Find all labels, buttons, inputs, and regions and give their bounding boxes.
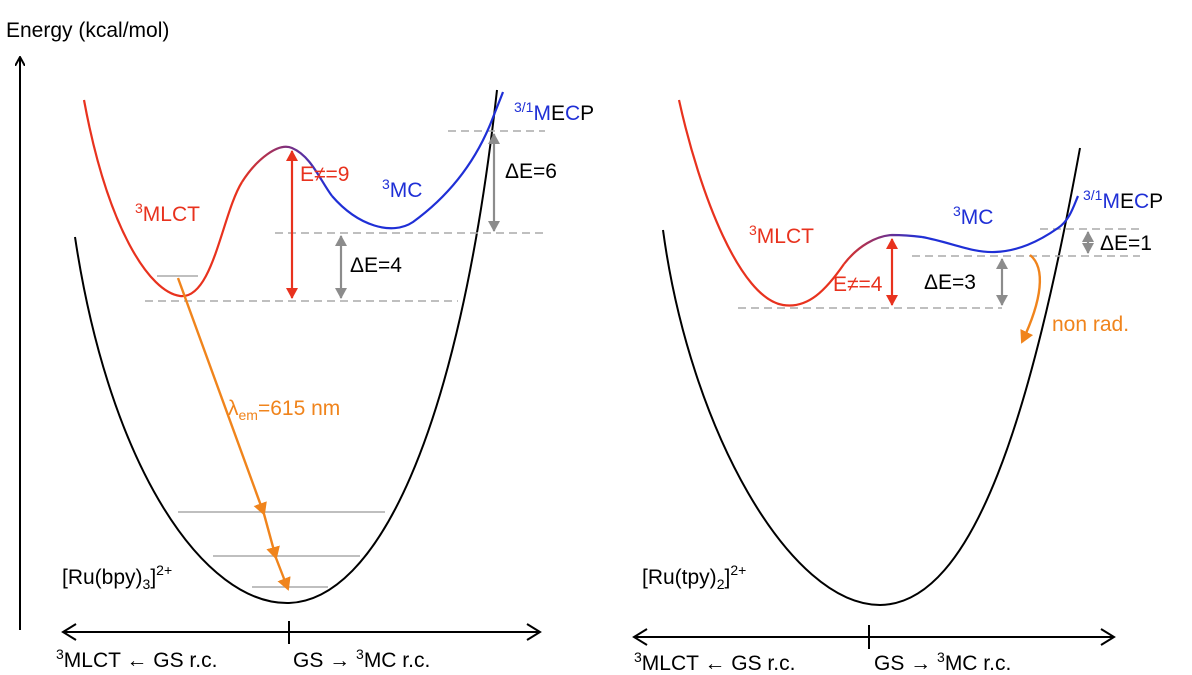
left-mecp-label: 3/1MECP xyxy=(514,99,594,125)
right-rc-left-label: 3MLCT ← GS r.c. xyxy=(634,649,795,675)
left-emission-label: λem=615 nm xyxy=(228,397,340,423)
right-ground-state-curve xyxy=(662,147,1081,607)
right-mc-label: 3MC xyxy=(953,203,993,229)
left-rc-right-label: GS → 3MC r.c. xyxy=(293,646,430,672)
left-emission-arrow-2 xyxy=(262,513,280,560)
right-rc-arrowhead-left xyxy=(632,628,648,646)
right-mlct-curve xyxy=(677,99,845,307)
left-ground-state-curve xyxy=(74,89,498,605)
left-delta-mc-label: ΔE=4 xyxy=(350,254,402,277)
right-delta-mc-label: ΔE=3 xyxy=(924,271,976,294)
right-panel: E≠=4 ΔE=3 ΔE=1 non rad. 3MLCT 3MC 3/1MEC… xyxy=(632,99,1163,675)
right-barrier-label: E≠=4 xyxy=(833,273,883,296)
left-mc-label: 3MC xyxy=(382,176,422,202)
left-mlct-curve xyxy=(82,99,243,298)
left-emission-arrow-1 xyxy=(176,277,267,516)
left-rc-left-label: 3MLCT ← GS r.c. xyxy=(56,646,217,672)
left-rc-arrowhead-left xyxy=(61,623,77,641)
left-barrier-label: E≠=9 xyxy=(300,163,349,186)
y-axis-label: Energy (kcal/mol) xyxy=(6,19,169,42)
right-barrier-curve xyxy=(843,233,923,265)
right-rc-arrowhead-right xyxy=(1100,628,1116,646)
right-complex-label: [Ru(tpy)2]2+ xyxy=(642,562,746,592)
right-mecp-label: 3/1MECP xyxy=(1083,187,1163,213)
left-panel: E≠=9 ΔE=4 ΔE=6 λem=615 nm 3MLCT 3MC 3/1M… xyxy=(56,89,594,672)
left-delta-mecp-label: ΔE=6 xyxy=(505,160,557,183)
left-emission-arrow-3 xyxy=(274,557,291,591)
right-mc-curve xyxy=(921,195,1080,254)
left-complex-label: [Ru(bpy)3]2+ xyxy=(62,562,172,592)
left-mlct-label: 3MLCT xyxy=(135,200,200,226)
left-barrier-curve xyxy=(241,145,333,197)
right-delta-mecp-label: ΔE=1 xyxy=(1100,232,1152,255)
left-mc-curve xyxy=(331,91,505,230)
right-nonrad-label: non rad. xyxy=(1052,313,1129,336)
right-mlct-label: 3MLCT xyxy=(749,222,814,248)
right-rc-right-label: GS → 3MC r.c. xyxy=(874,649,1011,675)
left-rc-arrowhead-right xyxy=(526,623,542,641)
right-nonrad-arrow xyxy=(1020,254,1042,344)
